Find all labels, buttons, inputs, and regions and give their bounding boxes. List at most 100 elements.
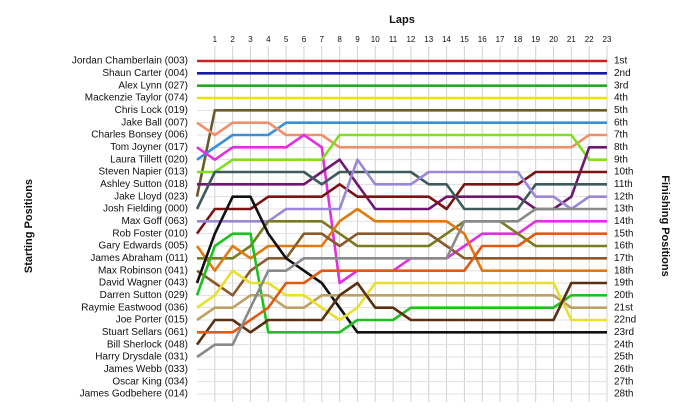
y2-tick-label: 26th xyxy=(614,364,633,375)
y2-tick-label: 15th xyxy=(614,228,633,239)
x-tick-label: 11 xyxy=(389,35,398,44)
x-tick-label: 21 xyxy=(567,35,576,44)
x-tick-label: 23 xyxy=(603,35,612,44)
y2-tick-label: 8th xyxy=(614,142,628,153)
y2-tick-label: 14th xyxy=(614,216,633,227)
y2-tick-label: 6th xyxy=(614,117,628,128)
y2-axis-title: Finishing Positions xyxy=(659,175,671,276)
y-tick-label: Alex Lynn (027) xyxy=(118,80,188,91)
x-tick-label: 6 xyxy=(302,35,307,44)
position-line xyxy=(196,121,607,161)
x-tick-label: 2 xyxy=(230,35,235,44)
y-tick-label: Josh Fielding (000) xyxy=(103,204,188,215)
y2-tick-label: 13th xyxy=(614,204,633,215)
position-line xyxy=(195,207,607,272)
y2-tick-label: 10th xyxy=(614,167,633,178)
y-tick-label: Max Robinson (041) xyxy=(98,265,188,276)
y2-tick-label: 1st xyxy=(614,56,628,67)
y2-tick-label: 4th xyxy=(614,93,628,104)
y-tick-label: Chris Lock (019) xyxy=(115,105,188,116)
x-tick-label: 22 xyxy=(585,35,594,44)
y-tick-label: Ashley Sutton (018) xyxy=(100,179,188,190)
y-tick-label: Max Goff (063) xyxy=(121,216,188,227)
y-tick-label: Laura Tillett (020) xyxy=(110,154,188,165)
y2-tick-label: 21st xyxy=(614,302,633,313)
y2-tick-label: 12th xyxy=(614,191,633,202)
y-tick-label: Rob Foster (010) xyxy=(112,228,188,239)
position-line xyxy=(196,133,607,285)
y2-tick-label: 19th xyxy=(614,278,633,289)
y-tick-label: David Wagner (043) xyxy=(99,278,188,289)
position-line xyxy=(195,195,607,334)
x-tick-label: 16 xyxy=(478,35,487,44)
y2-tick-label: 17th xyxy=(614,253,633,264)
y-tick-label: Jake Lloyd (023) xyxy=(114,191,188,202)
y2-tick-label: 2nd xyxy=(614,68,631,79)
x-tick-label: 9 xyxy=(355,35,360,44)
position-line xyxy=(197,158,607,223)
y2-tick-label: 7th xyxy=(614,130,628,141)
y-tick-label: Charles Bonsey (006) xyxy=(91,130,188,141)
x-tick-label: 10 xyxy=(371,35,380,44)
y-tick-label: Oscar King (034) xyxy=(112,376,188,387)
position-line xyxy=(196,294,607,322)
x-tick-label: 5 xyxy=(284,35,289,44)
x-tick-label: 19 xyxy=(531,35,540,44)
x-axis-title: Laps xyxy=(389,14,415,26)
y2-tick-label: 3rd xyxy=(614,80,628,91)
y2-tick-label: 22nd xyxy=(614,315,636,326)
position-line xyxy=(195,281,607,346)
y2-tick-label: 25th xyxy=(614,352,633,363)
position-line xyxy=(195,170,607,211)
y-tick-label: Stuart Sellars (061) xyxy=(102,327,188,338)
y2-tick-label: 23rd xyxy=(614,327,634,338)
x-tick-label: 12 xyxy=(406,35,415,44)
y-tick-label: James Abraham (011) xyxy=(90,253,188,264)
y-tick-label: Raymie Eastwood (036) xyxy=(81,302,188,313)
y-tick-label: Darren Sutton (029) xyxy=(100,290,188,301)
position-line xyxy=(195,109,607,197)
y2-tick-label: 27th xyxy=(614,376,633,387)
y2-tick-label: 24th xyxy=(614,339,633,350)
y-tick-label: Jake Ball (007) xyxy=(121,117,188,128)
y2-tick-label: 9th xyxy=(614,154,628,165)
y-tick-label: Mackenzie Taylor (074) xyxy=(85,93,188,104)
y2-tick-label: 5th xyxy=(614,105,628,116)
position-line xyxy=(196,269,607,322)
position-line xyxy=(196,232,607,297)
position-line xyxy=(195,170,607,235)
y-tick-label: Gary Edwards (005) xyxy=(99,241,188,252)
y-axis-title: Starting Positions xyxy=(23,179,35,273)
y2-tick-label: 16th xyxy=(614,241,633,252)
y-tick-label: James Godbehere (014) xyxy=(80,389,188,400)
x-tick-label: 7 xyxy=(320,35,325,44)
x-tick-label: 1 xyxy=(213,35,218,44)
y-tick-label: Shaun Carter (004) xyxy=(102,68,188,79)
x-tick-label: 18 xyxy=(513,35,522,44)
x-tick-label: 14 xyxy=(442,35,451,44)
y-tick-label: Tom Joyner (017) xyxy=(110,142,188,153)
position-line xyxy=(197,146,607,211)
y-tick-label: Steven Napier (013) xyxy=(99,167,189,178)
y2-tick-label: 28th xyxy=(614,389,633,400)
y-tick-label: James Webb (033) xyxy=(104,364,188,375)
position-line xyxy=(197,133,607,174)
x-tick-label: 4 xyxy=(266,35,271,44)
y2-tick-label: 20th xyxy=(614,290,633,301)
y-tick-label: Joe Porter (015) xyxy=(116,315,188,326)
y-tick-label: Harry Drysdale (031) xyxy=(95,352,188,363)
x-tick-label: 15 xyxy=(460,35,469,44)
y-tick-label: Bill Sherlock (048) xyxy=(107,339,188,350)
x-tick-label: 13 xyxy=(424,35,433,44)
y-tick-label: Jordan Chamberlain (003) xyxy=(72,56,188,67)
y2-tick-label: 18th xyxy=(614,265,633,276)
x-tick-label: 3 xyxy=(248,35,253,44)
position-line xyxy=(196,121,607,149)
x-tick-label: 8 xyxy=(337,35,342,44)
position-line xyxy=(197,232,607,334)
position-line xyxy=(196,207,607,359)
y2-tick-label: 11th xyxy=(614,179,633,190)
x-tick-label: 17 xyxy=(496,35,505,44)
